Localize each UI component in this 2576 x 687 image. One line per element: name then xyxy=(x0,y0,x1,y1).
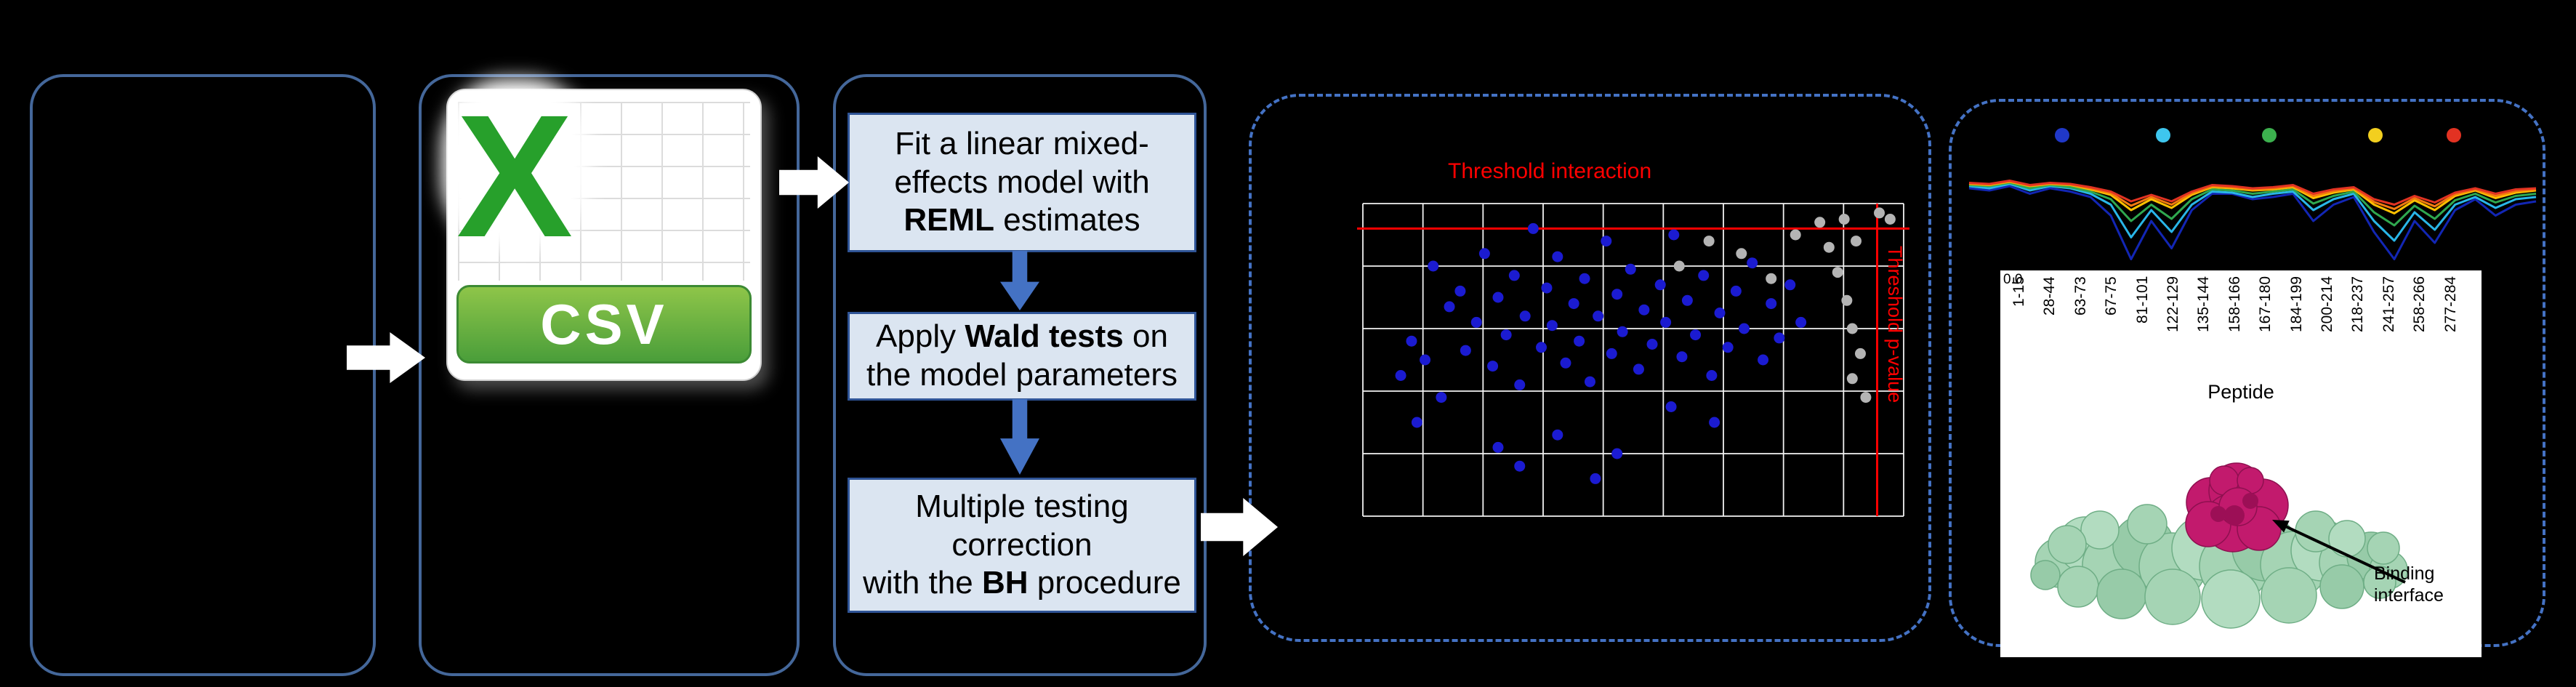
step-text-line: REML estimates xyxy=(903,202,1140,238)
volcano-plot xyxy=(1357,203,1909,517)
csv-export-panel: X CSV xyxy=(419,74,800,676)
step-bh-correction: Multiple testing correction with the BH pr… xyxy=(848,478,1196,613)
x-logo-halo xyxy=(458,95,574,233)
condition-dot-icon xyxy=(2155,128,2170,142)
peptide-tick-label: 241-257 xyxy=(2380,276,2397,333)
binding-interface-label: Binding interface xyxy=(2374,563,2444,606)
non-significant-points xyxy=(1673,207,1896,403)
condition-dot-icon xyxy=(2447,128,2462,142)
peptide-tick-label: 277-284 xyxy=(2442,276,2459,333)
peptide-tick-label: 135-144 xyxy=(2195,276,2213,333)
step-text-line: correction xyxy=(951,526,1092,563)
statistical-pipeline-panel: Fit a linear mixed-effects model with REM… xyxy=(833,74,1207,676)
peptide-tick-label: 67-75 xyxy=(2103,276,2120,316)
peptide-axis-area: 0.0 1-15 28-44 63-73 67-75 81-101 122-129 135-… xyxy=(2000,270,2482,657)
peptide-tick-label: 122-129 xyxy=(2165,276,2181,333)
protein-structure-image xyxy=(2030,462,2408,629)
y-axis-tick-label: 0.0 xyxy=(2003,272,2023,287)
peptide-axis-label: Peptide xyxy=(2207,381,2274,403)
binding-interface-line1: Binding xyxy=(2374,563,2435,584)
peptide-tick-label: 28-44 xyxy=(2041,276,2058,316)
uptake-results-panel: 0.0 1-15 28-44 63-73 67-75 81-101 122-129 135-… xyxy=(1949,99,2545,657)
peptide-tick-label: 184-199 xyxy=(2287,276,2305,333)
peptide-tick-labels: 1-15 28-44 63-73 67-75 81-101 122-129 135-144 1… xyxy=(2000,276,2482,394)
peptide-tick-label: 218-237 xyxy=(2349,276,2367,333)
step-text-line: with the BH procedure xyxy=(863,565,1181,601)
volcano-plot-panel: Threshold interaction Threshold p-value xyxy=(1249,94,1931,642)
input-data-panel xyxy=(30,74,376,676)
down-arrow-icon xyxy=(1000,251,1039,310)
step-wald-tests: Apply Wald tests on the model parameters xyxy=(848,312,1196,401)
peptide-tick-label: 158-166 xyxy=(2226,276,2243,333)
peptide-tick-label: 63-73 xyxy=(2072,276,2089,316)
condition-dot-icon xyxy=(2055,128,2070,142)
threshold-interaction-label: Threshold interaction xyxy=(1448,159,1652,183)
deuterium-uptake-line-chart xyxy=(1968,180,2537,260)
step-text-line: the model parameters xyxy=(866,357,1178,393)
csv-banner-label: CSV xyxy=(540,292,668,356)
interaction-points xyxy=(1395,222,1807,484)
csv-format-banner: CSV xyxy=(456,285,752,363)
condition-dot-icon xyxy=(2368,128,2383,142)
state-blue xyxy=(1968,185,2537,260)
protein-surface xyxy=(2030,504,2408,629)
step-text-line: effects model with xyxy=(894,164,1150,200)
annotation-arrow-icon xyxy=(2272,520,2406,584)
peptide-tick-label: 167-180 xyxy=(2257,276,2274,333)
peptide-tick-label: 81-101 xyxy=(2133,276,2151,324)
csv-file-icon: X CSV xyxy=(446,89,762,381)
threshold-lines xyxy=(1357,204,1909,516)
state-red xyxy=(1968,180,2537,206)
peptide-tick-label: 258-266 xyxy=(2411,276,2428,333)
down-arrow-icon xyxy=(1000,399,1039,475)
threshold-pvalue-label: Threshold p-value xyxy=(1884,246,1906,403)
step-text-line: Multiple testing xyxy=(915,488,1129,524)
binding-interface-line2: interface xyxy=(2374,585,2444,606)
step-fit-mixed-model: Fit a linear mixed-effects model with REM… xyxy=(848,113,1196,252)
condition-dot-icon xyxy=(2262,128,2277,142)
state-cyan xyxy=(1968,182,2537,242)
state-green xyxy=(1968,182,2537,227)
peptide-tick-label: 1-15 xyxy=(2011,276,2027,308)
step-text-line: Fit a linear mixed- xyxy=(895,125,1149,161)
step-text-line: Apply Wald tests on xyxy=(876,318,1168,355)
plot-gridlines xyxy=(1362,203,1904,517)
excel-x-logo: X xyxy=(456,79,573,273)
binding-interface-shading xyxy=(2210,493,2258,526)
peptide-tick-label: 200-214 xyxy=(2319,276,2335,333)
